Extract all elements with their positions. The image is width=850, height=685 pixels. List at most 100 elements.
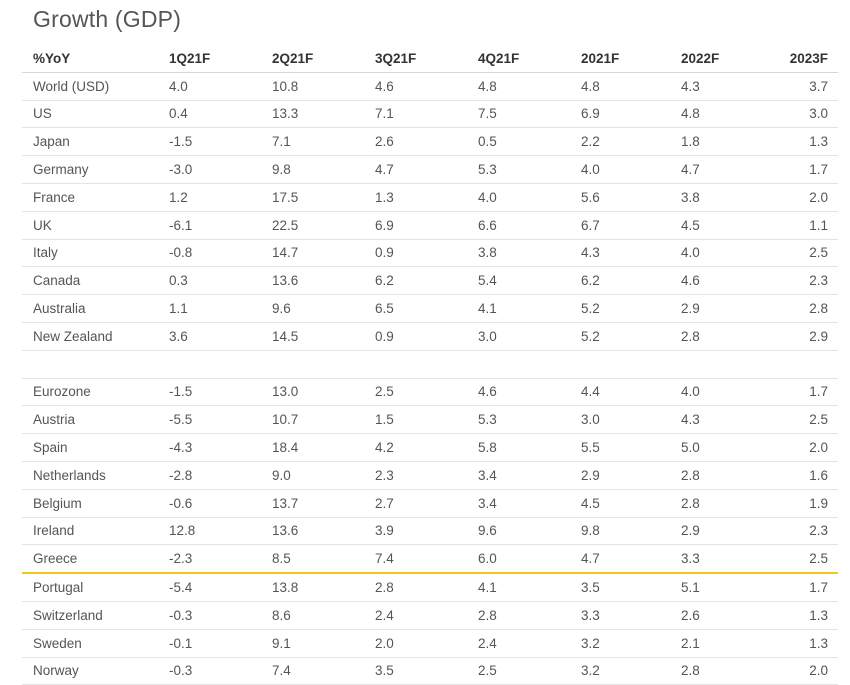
value-cell: 3.3 <box>570 601 670 630</box>
value-cell: 2.3 <box>364 461 467 490</box>
row-label-cell: Greece <box>22 544 158 575</box>
value-cell: 3.3 <box>670 544 773 575</box>
row-label-cell: Australia <box>22 294 158 323</box>
value-cell: 0.9 <box>364 322 467 351</box>
table-row: Spain -4.3 18.4 4.2 5.8 5.5 5.0 2.0 <box>22 433 838 462</box>
table-row <box>22 350 838 379</box>
value-cell: 13.6 <box>261 266 364 296</box>
value-cell: 2.5 <box>773 544 838 575</box>
value-cell: 4.0 <box>467 183 570 212</box>
value-cell: -1.5 <box>158 127 261 157</box>
value-cell: 3.4 <box>467 461 570 490</box>
value-cell: 6.0 <box>467 544 570 575</box>
row-label-cell: Canada <box>22 266 158 296</box>
value-cell: -0.1 <box>158 629 261 658</box>
value-cell: -1.5 <box>158 378 261 407</box>
table-row: Sweden -0.1 9.1 2.0 2.4 3.2 2.1 1.3 <box>22 629 838 658</box>
table-row: Australia 1.1 9.6 6.5 4.1 5.2 2.9 2.8 <box>22 294 838 323</box>
value-cell: 8.5 <box>261 544 364 575</box>
value-cell: 4.2 <box>364 433 467 462</box>
value-cell: 7.1 <box>364 100 467 129</box>
value-cell: 17.5 <box>261 183 364 212</box>
value-cell: 2.3 <box>773 517 838 546</box>
row-label-cell: World (USD) <box>22 72 158 101</box>
value-cell: 5.8 <box>467 433 570 462</box>
value-cell: 3.8 <box>670 183 773 212</box>
value-cell: 9.8 <box>261 155 364 184</box>
value-cell <box>467 350 570 379</box>
column-header: %YoY <box>22 45 158 73</box>
gdp-growth-table: %YoY 1Q21F 2Q21F 3Q21F 4Q21F 2021F 2022F… <box>22 45 838 685</box>
value-cell: 7.5 <box>467 100 570 129</box>
column-header: 2023F <box>773 45 838 73</box>
value-cell: -6.1 <box>158 211 261 240</box>
row-label-cell: Austria <box>22 405 158 435</box>
value-cell: 2.9 <box>670 517 773 546</box>
value-cell: 2.8 <box>364 573 467 602</box>
value-cell: 5.4 <box>467 266 570 296</box>
value-cell: 22.5 <box>261 211 364 240</box>
column-header: 1Q21F <box>158 45 261 73</box>
value-cell: 4.5 <box>670 211 773 240</box>
value-cell: -5.5 <box>158 405 261 435</box>
value-cell: 0.3 <box>158 266 261 296</box>
row-label-cell <box>22 350 158 379</box>
value-cell: 1.7 <box>773 155 838 184</box>
value-cell: 3.0 <box>570 405 670 435</box>
value-cell: 4.4 <box>570 378 670 407</box>
value-cell: 2.1 <box>670 629 773 658</box>
value-cell: 10.8 <box>261 72 364 101</box>
value-cell: 13.7 <box>261 489 364 518</box>
value-cell: 14.5 <box>261 322 364 351</box>
value-cell: 2.9 <box>773 322 838 351</box>
value-cell: 9.6 <box>261 294 364 323</box>
value-cell: 9.0 <box>261 461 364 490</box>
table-row: US 0.4 13.3 7.1 7.5 6.9 4.8 3.0 <box>22 100 838 129</box>
value-cell: 6.2 <box>364 266 467 296</box>
value-cell: 2.2 <box>570 127 670 157</box>
value-cell: 4.8 <box>570 72 670 101</box>
value-cell: 5.0 <box>670 433 773 462</box>
value-cell: 2.0 <box>364 629 467 658</box>
value-cell: 2.8 <box>670 489 773 518</box>
value-cell: 6.9 <box>570 100 670 129</box>
column-header: 2021F <box>570 45 670 73</box>
column-header: 2Q21F <box>261 45 364 73</box>
table-row: Greece -2.3 8.5 7.4 6.0 4.7 3.3 2.5 <box>22 544 838 575</box>
row-label-cell: Ireland <box>22 517 158 546</box>
value-cell: 4.7 <box>570 544 670 575</box>
value-cell: 12.8 <box>158 517 261 546</box>
value-cell: 3.9 <box>364 517 467 546</box>
value-cell <box>773 350 838 379</box>
value-cell: 4.8 <box>670 100 773 129</box>
value-cell: -5.4 <box>158 573 261 602</box>
value-cell: 1.9 <box>773 489 838 518</box>
value-cell: 7.4 <box>261 657 364 685</box>
table-row: Ireland 12.8 13.6 3.9 9.6 9.8 2.9 2.3 <box>22 517 838 546</box>
row-label-cell: Sweden <box>22 629 158 658</box>
table-row: World (USD) 4.0 10.8 4.6 4.8 4.8 4.3 3.7 <box>22 72 838 101</box>
value-cell: 2.5 <box>467 657 570 685</box>
value-cell: 4.1 <box>467 294 570 323</box>
value-cell: 2.8 <box>467 601 570 630</box>
table-row: France 1.2 17.5 1.3 4.0 5.6 3.8 2.0 <box>22 183 838 212</box>
value-cell: -0.3 <box>158 601 261 630</box>
value-cell: 9.1 <box>261 629 364 658</box>
value-cell: 3.5 <box>570 573 670 602</box>
value-cell: 4.6 <box>467 378 570 407</box>
row-label-cell: Germany <box>22 155 158 184</box>
row-label-cell: Norway <box>22 657 158 685</box>
value-cell: 3.6 <box>158 322 261 351</box>
value-cell: 2.7 <box>364 489 467 518</box>
table-row: Italy -0.8 14.7 0.9 3.8 4.3 4.0 2.5 <box>22 239 838 268</box>
value-cell: 4.0 <box>670 239 773 268</box>
value-cell: 2.5 <box>773 405 838 435</box>
value-cell: 2.5 <box>364 378 467 407</box>
value-cell <box>158 350 261 379</box>
value-cell: 3.0 <box>467 322 570 351</box>
value-cell: 5.6 <box>570 183 670 212</box>
row-label-cell: Netherlands <box>22 461 158 490</box>
value-cell: 0.5 <box>467 127 570 157</box>
value-cell: 13.0 <box>261 378 364 407</box>
value-cell: 1.6 <box>773 461 838 490</box>
